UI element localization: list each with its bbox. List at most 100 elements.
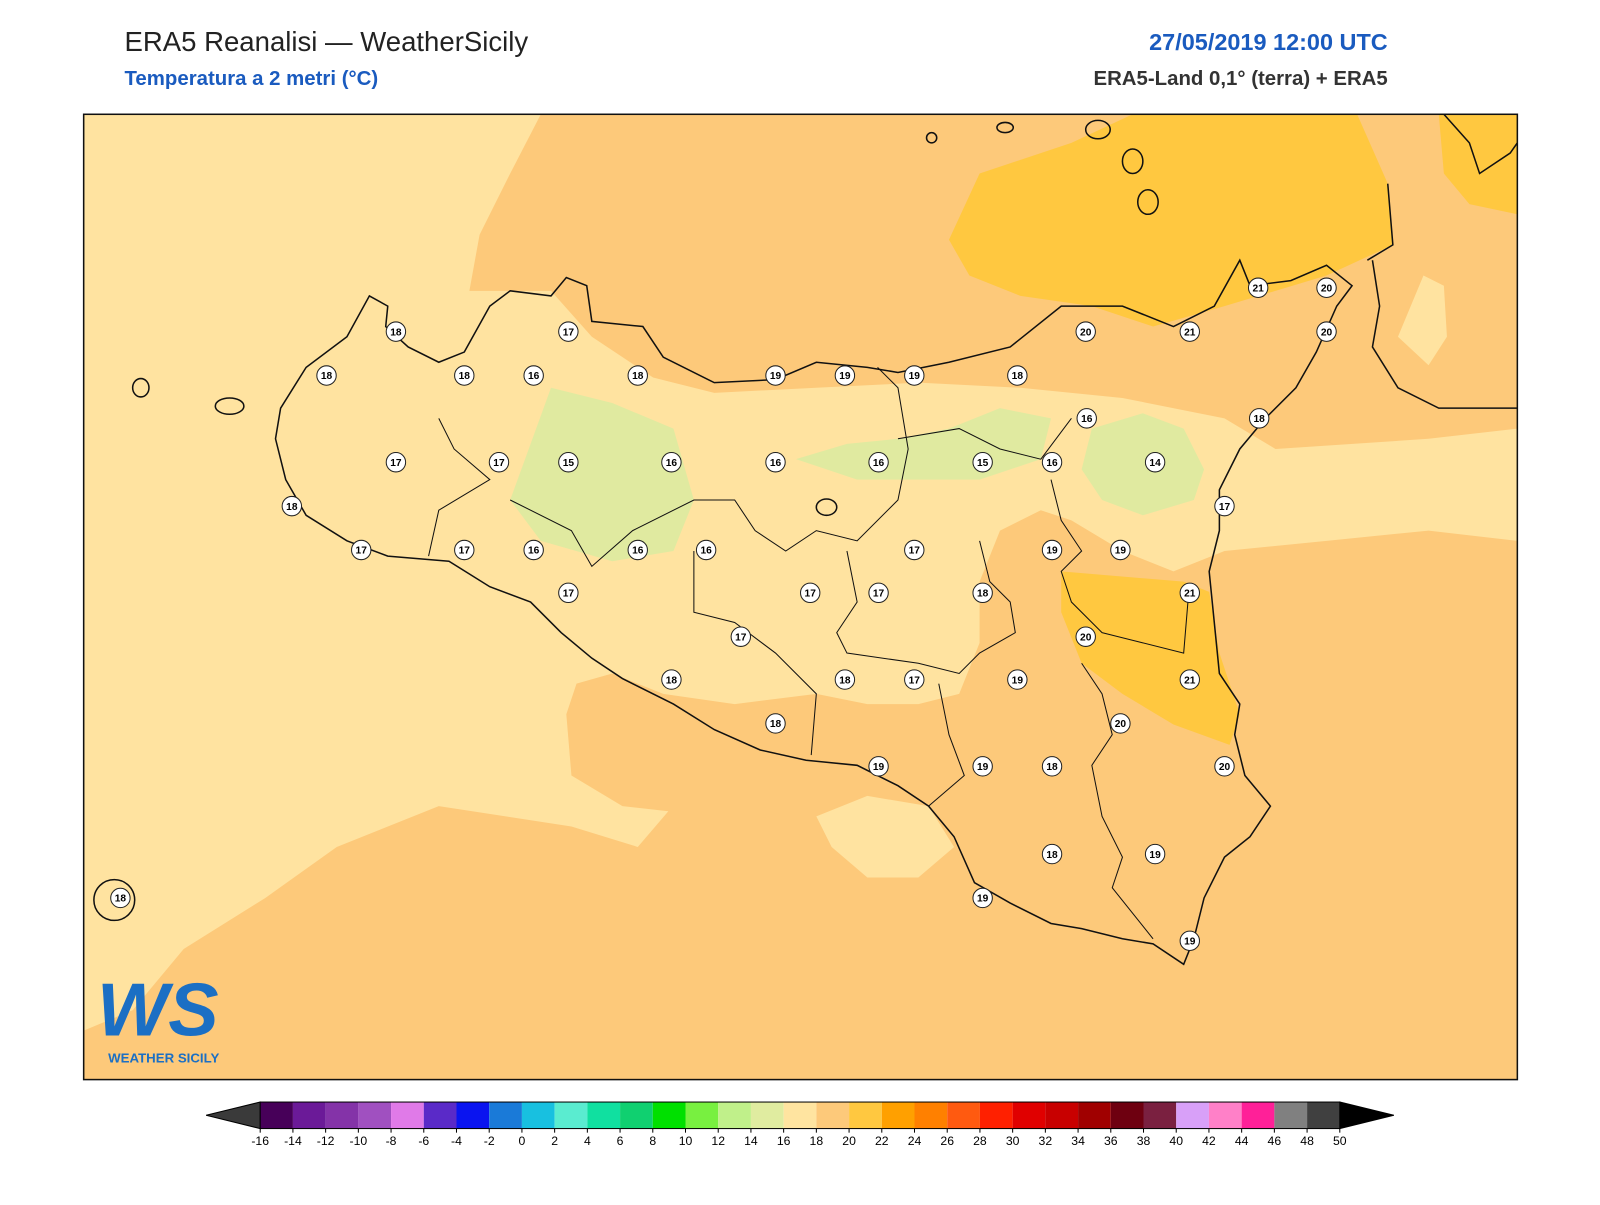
colorbar-tick-label: 32 (1039, 1134, 1053, 1148)
station-value: 19 (873, 762, 885, 773)
subtitle: Temperatura a 2 metri (°C) (124, 68, 378, 90)
station-marker (351, 539, 372, 561)
station: 16 (523, 539, 544, 561)
station: 19 (1041, 539, 1063, 561)
colorbar-tick-label: 20 (842, 1134, 856, 1148)
station: 16 (695, 539, 717, 561)
station-marker (1144, 452, 1166, 473)
station: 18 (834, 669, 856, 690)
station: 20 (1316, 321, 1337, 342)
station-value: 16 (666, 458, 678, 469)
colorbar-segment (947, 1102, 980, 1129)
colorbar-segment (1110, 1102, 1144, 1129)
station-value: 18 (977, 589, 989, 600)
colorbar-segment (1241, 1102, 1275, 1129)
station-value: 19 (1046, 546, 1058, 557)
station-value: 19 (909, 371, 921, 382)
station-value: 17 (735, 632, 747, 643)
station-value: 20 (1321, 327, 1333, 338)
date: 27/05/2019 12:00 UTC (1149, 29, 1388, 55)
colorbar-tick-label: 0 (519, 1134, 526, 1148)
station-value: 17 (563, 327, 575, 338)
station-marker (1075, 321, 1096, 342)
station: 21 (1179, 582, 1200, 604)
station-marker (868, 452, 889, 473)
colorbar-segment (456, 1102, 490, 1129)
station-marker (558, 321, 579, 342)
logo-name: WEATHER SICILY (108, 1051, 219, 1066)
station-value: 19 (770, 371, 782, 382)
colorbar-segment (391, 1102, 424, 1129)
station-marker (110, 887, 131, 909)
station-marker (281, 495, 303, 517)
colorbar-segment (1143, 1102, 1177, 1129)
title: ERA5 Reanalisi — WeatherSicily (124, 26, 528, 57)
colorbar-segment (849, 1102, 882, 1129)
colorbar-segment (783, 1102, 817, 1129)
station-value: 17 (1219, 502, 1231, 513)
station: 16 (523, 365, 544, 386)
station-marker (904, 365, 925, 386)
colorbar-tick-label: 42 (1202, 1134, 1216, 1148)
station-marker (834, 669, 856, 690)
station-value: 18 (1046, 762, 1058, 773)
station-marker (627, 539, 648, 561)
contour-16-18 (83, 114, 1518, 1031)
station: 19 (1144, 843, 1166, 865)
station-value: 17 (356, 546, 368, 557)
colorbar-tick-label: 26 (940, 1134, 954, 1148)
station: 19 (1007, 669, 1028, 690)
station-value: 20 (1321, 283, 1333, 294)
station-value: 21 (1184, 675, 1196, 686)
station-value: 19 (1012, 675, 1024, 686)
station-marker (1179, 321, 1200, 342)
station: 21 (1179, 669, 1200, 690)
colorbar-tick-label: 28 (973, 1134, 987, 1148)
station-value: 16 (528, 371, 540, 382)
station-marker (558, 582, 579, 604)
colorbar-over (1339, 1101, 1394, 1130)
colorbar-segment (1176, 1102, 1209, 1129)
station-marker (385, 452, 407, 473)
station: 20 (1316, 277, 1337, 298)
colorbar-segment (750, 1102, 784, 1129)
station: 17 (730, 626, 752, 647)
station-value: 17 (563, 589, 575, 600)
station-value: 20 (1080, 327, 1092, 338)
map-area: 18 17 18 18 16 18 19 19 19 18 20 21 21 20 20 18 16 17 17 15… (83, 114, 1518, 1080)
station-marker (488, 452, 510, 473)
colorbar-tick-label: 36 (1104, 1134, 1118, 1148)
station: 17 (385, 452, 407, 473)
station: 19 (868, 756, 889, 777)
colorbar-tick-label: 22 (875, 1134, 889, 1148)
station-value: 15 (977, 458, 989, 469)
station: 16 (627, 539, 648, 561)
station-marker (1214, 495, 1235, 517)
station-marker (868, 756, 889, 777)
station-marker (730, 626, 752, 647)
station-value: 16 (1046, 458, 1058, 469)
station-value: 18 (321, 371, 333, 382)
station: 20 (1075, 321, 1096, 342)
colorbar-tick-label: 10 (679, 1134, 693, 1148)
colorbar-tick-label: 12 (711, 1134, 725, 1148)
stations: 18 17 18 18 16 18 19 19 19 18 20 21 21 20 20 18 16 17 17 15… (110, 277, 1337, 952)
station-value: 18 (839, 675, 851, 686)
station-value: 18 (1254, 414, 1266, 425)
station-value: 18 (770, 719, 782, 730)
station: 18 (281, 495, 303, 517)
colorbar-tick-label: 24 (908, 1134, 922, 1148)
colorbar-tick-label: 46 (1268, 1134, 1282, 1148)
station-marker (1316, 321, 1337, 342)
station-value: 17 (909, 675, 921, 686)
station-marker (972, 582, 993, 604)
colorbar-tick-label: -6 (418, 1134, 429, 1148)
station-marker (661, 669, 682, 690)
colorbar-tick-label: 6 (617, 1134, 624, 1148)
station-marker (1110, 539, 1131, 561)
station: 18 (316, 365, 337, 386)
colorbar-tick-label: 38 (1137, 1134, 1151, 1148)
station-marker (1041, 452, 1063, 473)
colorbar-segment (587, 1102, 621, 1129)
